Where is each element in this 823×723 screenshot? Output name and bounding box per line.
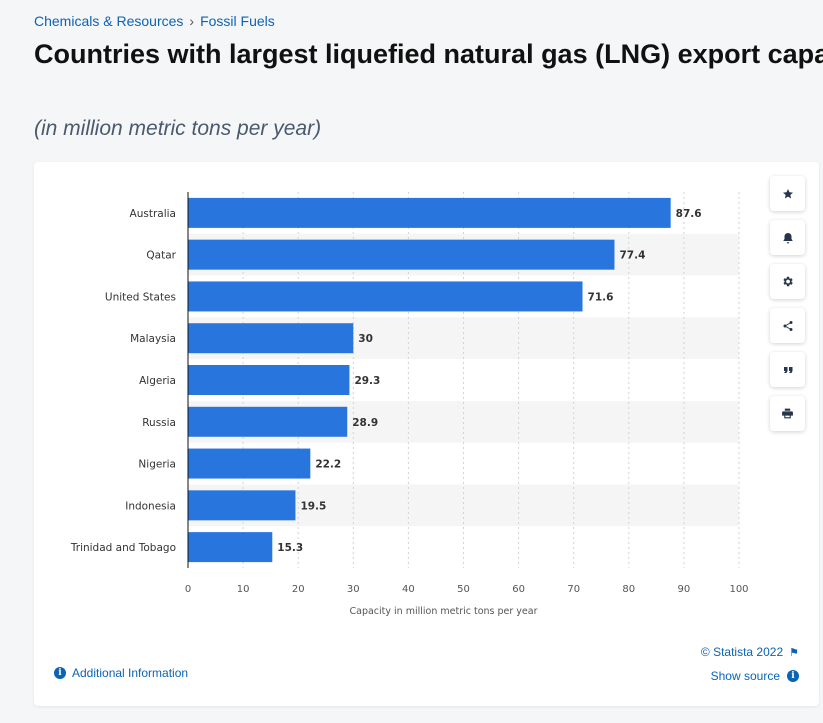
notification-button[interactable] <box>770 220 805 255</box>
y-category-label: Qatar <box>146 250 176 262</box>
x-tick-label: 80 <box>622 584 635 595</box>
show-source-label: Show source <box>710 669 780 683</box>
y-category-label: Trinidad and Tobago <box>70 542 176 554</box>
bar <box>188 197 671 228</box>
cite-button[interactable] <box>770 352 805 387</box>
bar <box>188 490 296 521</box>
copyright-label: © Statista 2022 <box>700 645 784 659</box>
x-tick-label: 50 <box>457 584 470 595</box>
y-category-label: Malaysia <box>130 333 176 345</box>
y-category-label: Nigeria <box>138 459 176 471</box>
star-icon <box>782 188 793 198</box>
info-icon: i <box>787 670 799 682</box>
copyright[interactable]: © Statista 2022 ⚑ <box>701 645 799 659</box>
flag-icon: ⚑ <box>789 646 799 659</box>
x-tick-label: 40 <box>402 584 415 595</box>
bar <box>188 281 583 312</box>
page-subtitle: (in million metric tons per year) <box>34 117 322 140</box>
bar <box>188 323 354 354</box>
bar <box>188 239 615 270</box>
bar-chart: 0 10 20 30 40 50 60 70 80 90 100 Australia 87.6 Qatar… <box>70 192 749 617</box>
y-category-label: United States <box>105 291 176 303</box>
show-source-link[interactable]: Show source i <box>711 669 799 683</box>
data-label: 29.3 <box>354 375 380 387</box>
x-tick-label: 90 <box>678 584 691 595</box>
y-category-label: Australia <box>130 208 176 220</box>
additional-information-link[interactable]: i Additional Information <box>54 666 188 680</box>
quote-icon <box>783 366 792 373</box>
chart-toolbar <box>770 176 806 440</box>
bar <box>188 365 350 395</box>
breadcrumb-link-fossil-fuels[interactable]: Fossil Fuels <box>200 13 275 29</box>
x-tick-label: 60 <box>512 584 525 595</box>
print-button[interactable] <box>770 396 805 431</box>
data-label: 15.3 <box>277 542 303 554</box>
data-label: 30 <box>358 333 373 345</box>
data-label: 87.6 <box>676 208 702 220</box>
favorite-button[interactable] <box>770 176 805 211</box>
data-label: 28.9 <box>352 417 378 429</box>
y-category-label: Indonesia <box>125 500 176 512</box>
data-label: 71.6 <box>588 291 614 303</box>
additional-information-label: Additional Information <box>72 666 189 680</box>
x-tick-label: 20 <box>292 584 305 595</box>
data-label: 19.5 <box>300 500 326 512</box>
x-tick-label: 0 <box>185 584 191 595</box>
x-axis-label: Capacity in million metric tons per year <box>349 606 537 617</box>
y-category-label: Algeria <box>139 375 176 387</box>
breadcrumb-separator: › <box>189 13 195 29</box>
x-tick-label: 30 <box>347 584 360 595</box>
settings-button[interactable] <box>770 264 805 299</box>
breadcrumb: Chemicals & Resources › Fossil Fuels <box>34 13 275 29</box>
chart-card: 0 10 20 30 40 50 60 70 80 90 100 Australia 87.6 Qatar… <box>34 162 819 706</box>
x-tick-label: 10 <box>237 584 250 595</box>
bell-icon <box>783 232 792 243</box>
bar <box>188 532 273 563</box>
y-category-label: Russia <box>142 417 176 429</box>
print-icon <box>782 408 793 419</box>
bar <box>188 448 311 479</box>
page-title: Countries with largest liquefied natural… <box>34 39 823 69</box>
data-label: 77.4 <box>619 250 645 262</box>
x-tick-label: 70 <box>567 584 580 595</box>
x-tick-label: 100 <box>729 584 748 595</box>
gear-icon <box>783 276 793 287</box>
info-icon: i <box>54 667 66 679</box>
bar <box>188 406 348 437</box>
breadcrumb-link-chemicals[interactable]: Chemicals & Resources <box>34 13 184 29</box>
data-label: 22.2 <box>315 459 341 471</box>
share-icon <box>783 320 792 331</box>
share-button[interactable] <box>770 308 805 343</box>
